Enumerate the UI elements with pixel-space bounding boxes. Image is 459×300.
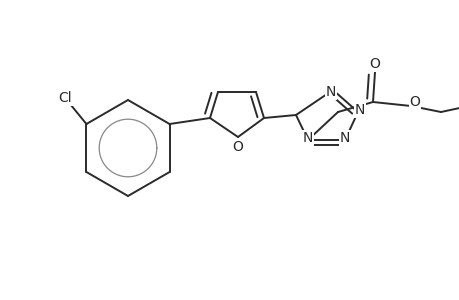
Text: O: O — [232, 140, 243, 154]
Text: O: O — [369, 57, 380, 71]
Text: N: N — [339, 131, 349, 145]
Text: N: N — [302, 131, 313, 145]
Text: O: O — [409, 95, 420, 109]
Text: N: N — [354, 103, 364, 117]
Text: N: N — [325, 85, 336, 99]
Text: Cl: Cl — [58, 91, 72, 105]
